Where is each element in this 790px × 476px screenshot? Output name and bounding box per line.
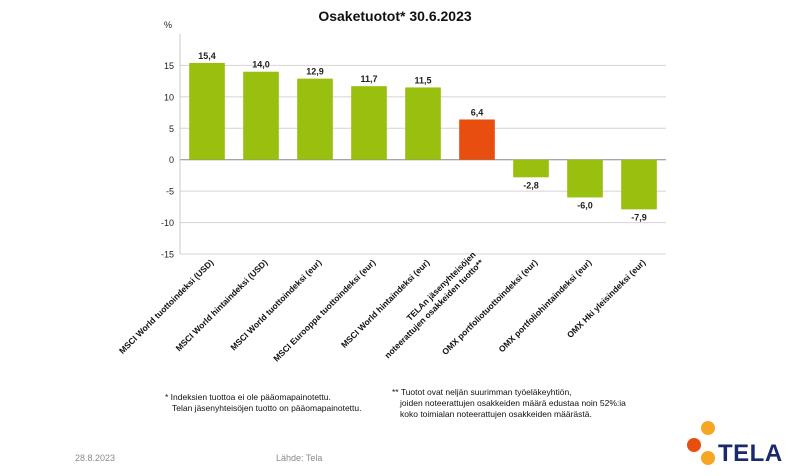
bar bbox=[297, 78, 333, 160]
data-label: 15,4 bbox=[198, 51, 216, 61]
logo-text: TELA bbox=[718, 440, 783, 467]
y-tick-label: 15 bbox=[164, 61, 174, 71]
footer-date: 28.8.2023 bbox=[75, 453, 116, 463]
bar bbox=[459, 119, 495, 160]
x-tick-label-line: MSCI Eurooppa tuottoindeksi (eur) bbox=[271, 257, 377, 363]
data-label: 6,4 bbox=[471, 107, 484, 117]
footnote-left-line: * Indeksien tuottoa ei ole pääomapainote… bbox=[165, 392, 331, 402]
y-tick-label: -5 bbox=[166, 187, 174, 197]
footer-source: Lähde: Tela bbox=[276, 453, 323, 463]
y-tick-label: -15 bbox=[161, 250, 174, 260]
data-label: 14,0 bbox=[252, 60, 270, 70]
footnote-left-line: Telan jäsenyhteisöjen tuotto on pääomapa… bbox=[172, 403, 362, 413]
y-tick-label: -10 bbox=[161, 218, 174, 228]
x-tick-label-line: MSCI World tuottoindeksi (eur) bbox=[228, 257, 323, 352]
bar bbox=[351, 86, 387, 160]
bar bbox=[243, 71, 279, 160]
bar bbox=[189, 62, 225, 160]
tela-logo-icon bbox=[687, 421, 715, 465]
x-tick-label: MSCI World tuottoindeksi (eur) bbox=[228, 257, 323, 352]
footnote-right: ** Tuotot ovat neljän suurimman työeläke… bbox=[392, 387, 626, 420]
footnote-left: * Indeksien tuottoa ei ole pääomapainote… bbox=[165, 392, 362, 414]
bar bbox=[621, 159, 657, 210]
data-label: -7,9 bbox=[631, 212, 647, 222]
footnote-right-line: joiden noteerattujen osakkeiden määrä ed… bbox=[400, 398, 626, 408]
x-tick-label: OMX portfoliohintaindeksi (eur) bbox=[497, 257, 594, 354]
y-tick-label: 0 bbox=[169, 155, 174, 165]
data-label: 11,7 bbox=[360, 74, 377, 84]
logo-dot-top bbox=[701, 421, 715, 435]
x-tick-label-line: noteerattujen osakkeiden tuotto** bbox=[382, 257, 485, 360]
bar bbox=[567, 159, 603, 198]
footnote-right-line: ** Tuotot ovat neljän suurimman työeläke… bbox=[392, 387, 572, 397]
data-label: -6,0 bbox=[577, 200, 593, 210]
logo-dot-bottom bbox=[701, 451, 715, 465]
chart-title: Osaketuotot* 30.6.2023 bbox=[318, 8, 472, 24]
data-label: 11,5 bbox=[414, 75, 431, 85]
y-tick-label: 5 bbox=[169, 124, 174, 134]
data-label: 12,9 bbox=[306, 67, 324, 77]
x-tick-label: MSCI World hintaindeksi (USD) bbox=[174, 257, 270, 353]
x-tick-label: MSCI Eurooppa tuottoindeksi (eur) bbox=[271, 257, 377, 363]
y-axis-label: % bbox=[164, 20, 172, 30]
x-tick-label: TELAn jäsenyhteisöjennoteerattujen osakk… bbox=[375, 249, 486, 360]
data-label: -2,8 bbox=[523, 180, 539, 190]
x-tick-label-line: MSCI World hintaindeksi (USD) bbox=[174, 257, 270, 353]
x-tick-label-line: TELAn jäsenyhteisöjen bbox=[404, 250, 477, 323]
x-tick-label: MSCI World tuottoindeksi (USD) bbox=[117, 257, 216, 356]
y-tick-label: 10 bbox=[164, 92, 174, 102]
x-tick-label-line: OMX portfoliohintaindeksi (eur) bbox=[497, 257, 594, 354]
bar bbox=[405, 87, 441, 160]
logo-dot-left bbox=[687, 438, 701, 452]
x-tick-label-line: MSCI World tuottoindeksi (USD) bbox=[117, 257, 216, 356]
bar bbox=[513, 159, 549, 178]
footnote-right-line: koko toimialan noteerattujen osakkeiden … bbox=[400, 409, 592, 419]
